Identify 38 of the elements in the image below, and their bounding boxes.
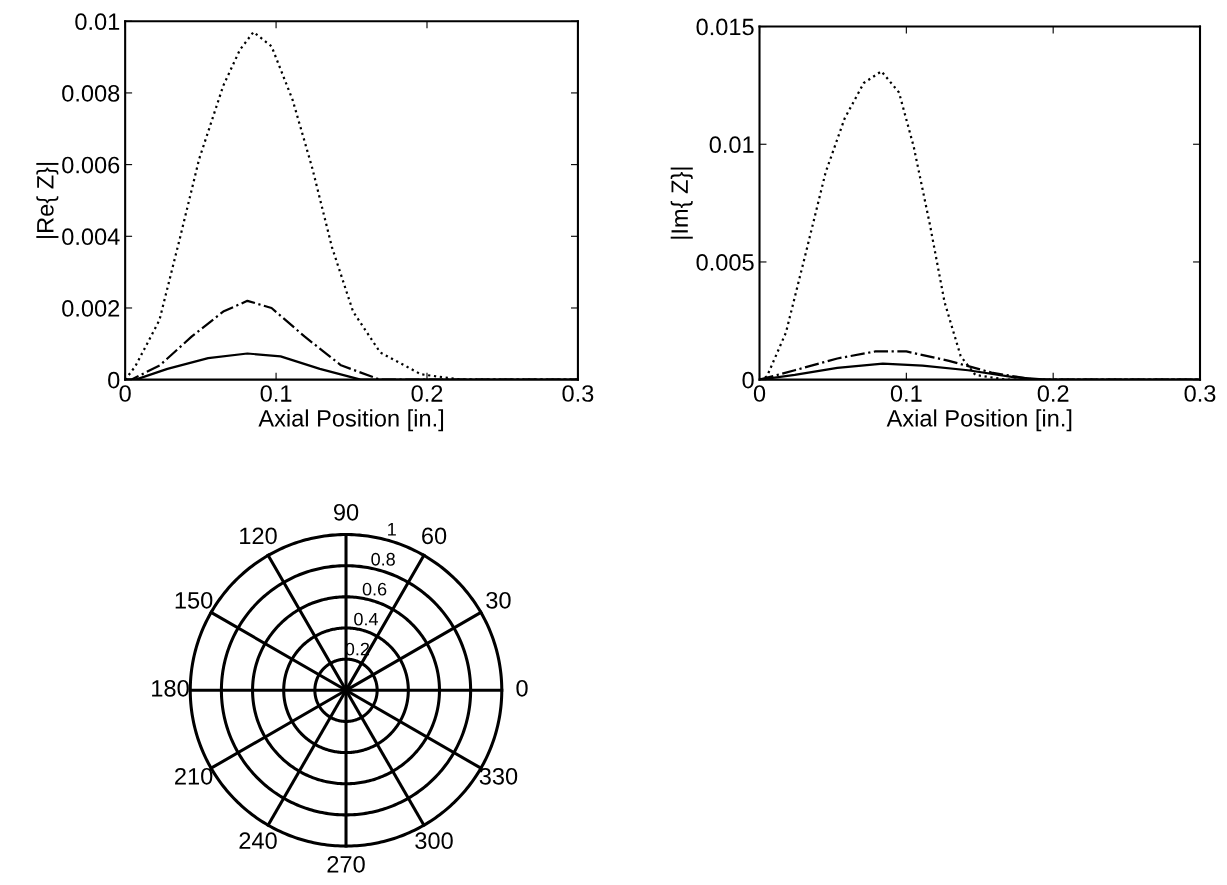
x-tick-label: 0.3	[1184, 385, 1216, 402]
y-tick-label: 0.008	[62, 84, 120, 102]
x-axis-title: Axial Position [in.]	[258, 409, 444, 432]
y-tick-label: 0.01	[709, 136, 754, 154]
y-tick-label: 0	[108, 371, 120, 389]
text: 180	[152, 679, 189, 697]
y-tick-label: 0.005	[696, 254, 754, 271]
text: 210	[175, 767, 213, 785]
text: 330	[479, 767, 518, 785]
text: 0.4	[354, 612, 378, 626]
text: 60	[422, 527, 447, 545]
x-tick-label: 0.1	[260, 385, 292, 402]
x-tick-label: 0.2	[411, 385, 443, 402]
y-axis-title: |Im{ Z}|	[670, 167, 693, 239]
text: 0.8	[371, 552, 395, 566]
x-tick-label: 0.2	[1037, 385, 1069, 402]
text: 120	[240, 527, 277, 545]
y-tick-label: 0	[742, 371, 754, 389]
x-tick-label: 0.1	[890, 385, 922, 402]
text: 90	[333, 503, 359, 521]
x-tick-label: 0.3	[562, 385, 594, 402]
y-tick-label: 0.015	[696, 18, 754, 36]
y-tick-label: 0.006	[62, 156, 120, 174]
text: 1	[388, 523, 396, 536]
x-axis-title: Axial Position [in.]	[886, 409, 1072, 432]
text: 240	[239, 832, 277, 850]
y-tick-label: 0.002	[62, 300, 120, 317]
text: 300	[415, 832, 453, 850]
y-tick-label: 0.004	[62, 228, 120, 246]
x-tick-label: 0	[753, 385, 766, 402]
text: 0	[516, 679, 528, 697]
text: 30	[486, 591, 511, 609]
text: 0.6	[362, 582, 387, 596]
y-axis-title: |Re{ Z}|	[36, 162, 59, 238]
x-tick-label: 0	[119, 385, 131, 402]
text: 270	[327, 855, 365, 873]
y-tick-label: 0.01	[75, 13, 120, 31]
text: 150	[175, 591, 213, 609]
